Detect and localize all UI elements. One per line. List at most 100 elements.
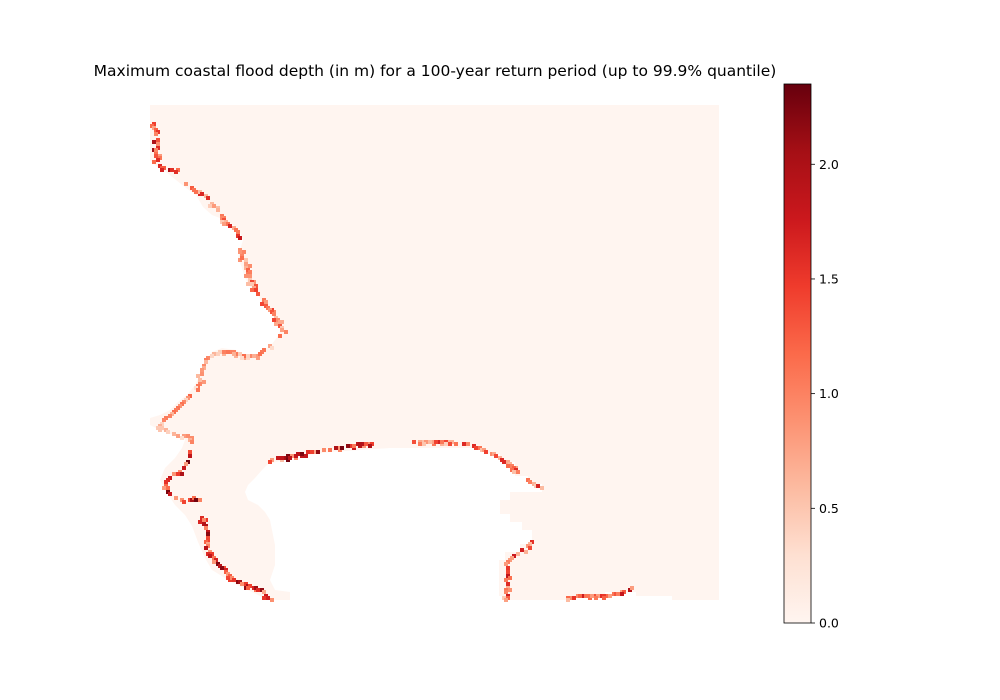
flood-depth-cell — [474, 446, 478, 450]
flood-depth-cell — [358, 442, 362, 446]
flood-depth-cell — [346, 444, 350, 448]
flood-depth-cell — [152, 160, 156, 164]
flood-depth-cell — [202, 518, 206, 522]
flood-depth-cell — [220, 566, 224, 570]
flood-depth-cell — [466, 442, 470, 446]
flood-depth-cell — [620, 592, 624, 596]
flood-depth-cell — [200, 192, 204, 196]
flood-depth-cell — [246, 354, 250, 358]
flood-depth-cell — [512, 470, 516, 474]
flood-depth-cell — [240, 256, 244, 260]
flood-depth-cell — [484, 450, 488, 454]
colorbar-scale — [783, 83, 812, 624]
flood-depth-cell — [188, 454, 192, 458]
flood-depth-cell — [242, 250, 246, 254]
flood-depth-cell — [280, 456, 284, 460]
flood-depth-cell — [174, 496, 178, 500]
flood-depth-cell — [254, 288, 258, 292]
flood-depth-cell — [208, 554, 212, 558]
flood-depth-cell — [274, 322, 278, 326]
flood-depth-cell — [250, 288, 254, 292]
flood-depth-cell — [266, 596, 270, 600]
flood-depth-cell — [616, 592, 620, 596]
flood-depth-cell — [222, 222, 226, 226]
flood-depth-cell — [262, 596, 266, 600]
chart-title: Maximum coastal flood depth (in m) for a… — [94, 62, 777, 80]
flood-depth-cell — [156, 142, 160, 146]
flood-depth-cell — [566, 598, 570, 602]
flood-depth-cell — [506, 582, 510, 586]
flood-depth-cell — [162, 486, 166, 490]
flood-depth-cell — [304, 454, 308, 458]
flood-depth-cell — [594, 596, 598, 600]
land-area — [150, 105, 719, 600]
flood-depth-cell — [244, 274, 248, 278]
flood-depth-cell — [248, 274, 252, 278]
flood-depth-cell — [248, 264, 252, 268]
flood-depth-cell — [184, 182, 188, 186]
flood-depth-cell — [352, 444, 356, 448]
colorbar-tick-label: 1.0 — [819, 386, 839, 401]
flood-depth-cell — [176, 434, 180, 438]
flood-depth-cell — [278, 320, 282, 324]
flood-depth-cell — [196, 374, 200, 378]
flood-depth-cell — [206, 196, 210, 200]
flood-depth-cell — [328, 448, 332, 452]
flood-depth-cell — [256, 588, 260, 592]
flood-depth-cell — [206, 532, 210, 536]
flood-depth-cell — [270, 346, 274, 350]
flood-depth-cell — [222, 350, 226, 354]
flood-depth-cell — [504, 590, 508, 594]
flood-depth-cell — [162, 418, 166, 422]
flood-depth-cell — [156, 158, 160, 162]
flood-depth-cell — [184, 462, 188, 466]
flood-depth-cell — [238, 250, 242, 254]
flood-depth-cell — [236, 230, 240, 234]
flood-depth-cell — [256, 356, 260, 360]
flood-depth-cell — [524, 550, 528, 554]
flood-depth-cell — [168, 492, 172, 496]
flood-depth-cell — [194, 190, 198, 194]
flood-depth-cell — [196, 388, 200, 392]
flood-depth-cell — [154, 132, 158, 136]
flood-depth-cell — [262, 590, 266, 594]
flood-depth-cell — [584, 594, 588, 598]
flood-depth-cell — [186, 434, 190, 438]
flood-depth-cell — [168, 414, 172, 418]
flood-depth-cell — [170, 168, 174, 172]
flood-depth-cell — [190, 440, 194, 444]
flood-depth-cell — [602, 596, 606, 600]
flood-depth-cell — [264, 300, 268, 304]
flood-depth-cell — [250, 282, 254, 286]
flood-depth-cell — [210, 354, 214, 358]
flood-depth-cell — [448, 442, 452, 446]
flood-depth-cell — [428, 440, 432, 444]
flood-depth-cell — [444, 442, 448, 446]
flood-depth-cell — [166, 486, 170, 490]
flood-depth-cell — [540, 486, 544, 490]
flood-depth-cell — [462, 442, 466, 446]
flood-depth-cell — [182, 500, 186, 504]
flood-depth-cell — [288, 456, 292, 460]
flood-depth-cell — [422, 442, 426, 446]
flood-depth-cell — [204, 546, 208, 550]
flood-depth-cell — [630, 586, 634, 590]
flood-depth-cell — [268, 460, 272, 464]
flood-depth-cell — [166, 430, 170, 434]
flood-depth-cell — [198, 378, 202, 382]
flood-depth-cell — [232, 352, 236, 356]
flood-depth-cell — [316, 450, 320, 454]
flood-depth-cell — [300, 452, 304, 456]
flood-depth-cell — [508, 576, 512, 580]
flood-depth-cell — [256, 292, 260, 296]
flood-depth-cell — [516, 470, 520, 474]
flood-depth-cell — [280, 328, 284, 332]
flood-depth-cell — [322, 448, 326, 452]
flood-depth-cell — [226, 350, 230, 354]
flood-depth-cell — [152, 140, 156, 144]
flood-depth-cell — [368, 444, 372, 448]
flood-map — [150, 105, 719, 602]
flood-depth-cell — [276, 456, 280, 460]
flood-depth-cell — [278, 334, 282, 338]
